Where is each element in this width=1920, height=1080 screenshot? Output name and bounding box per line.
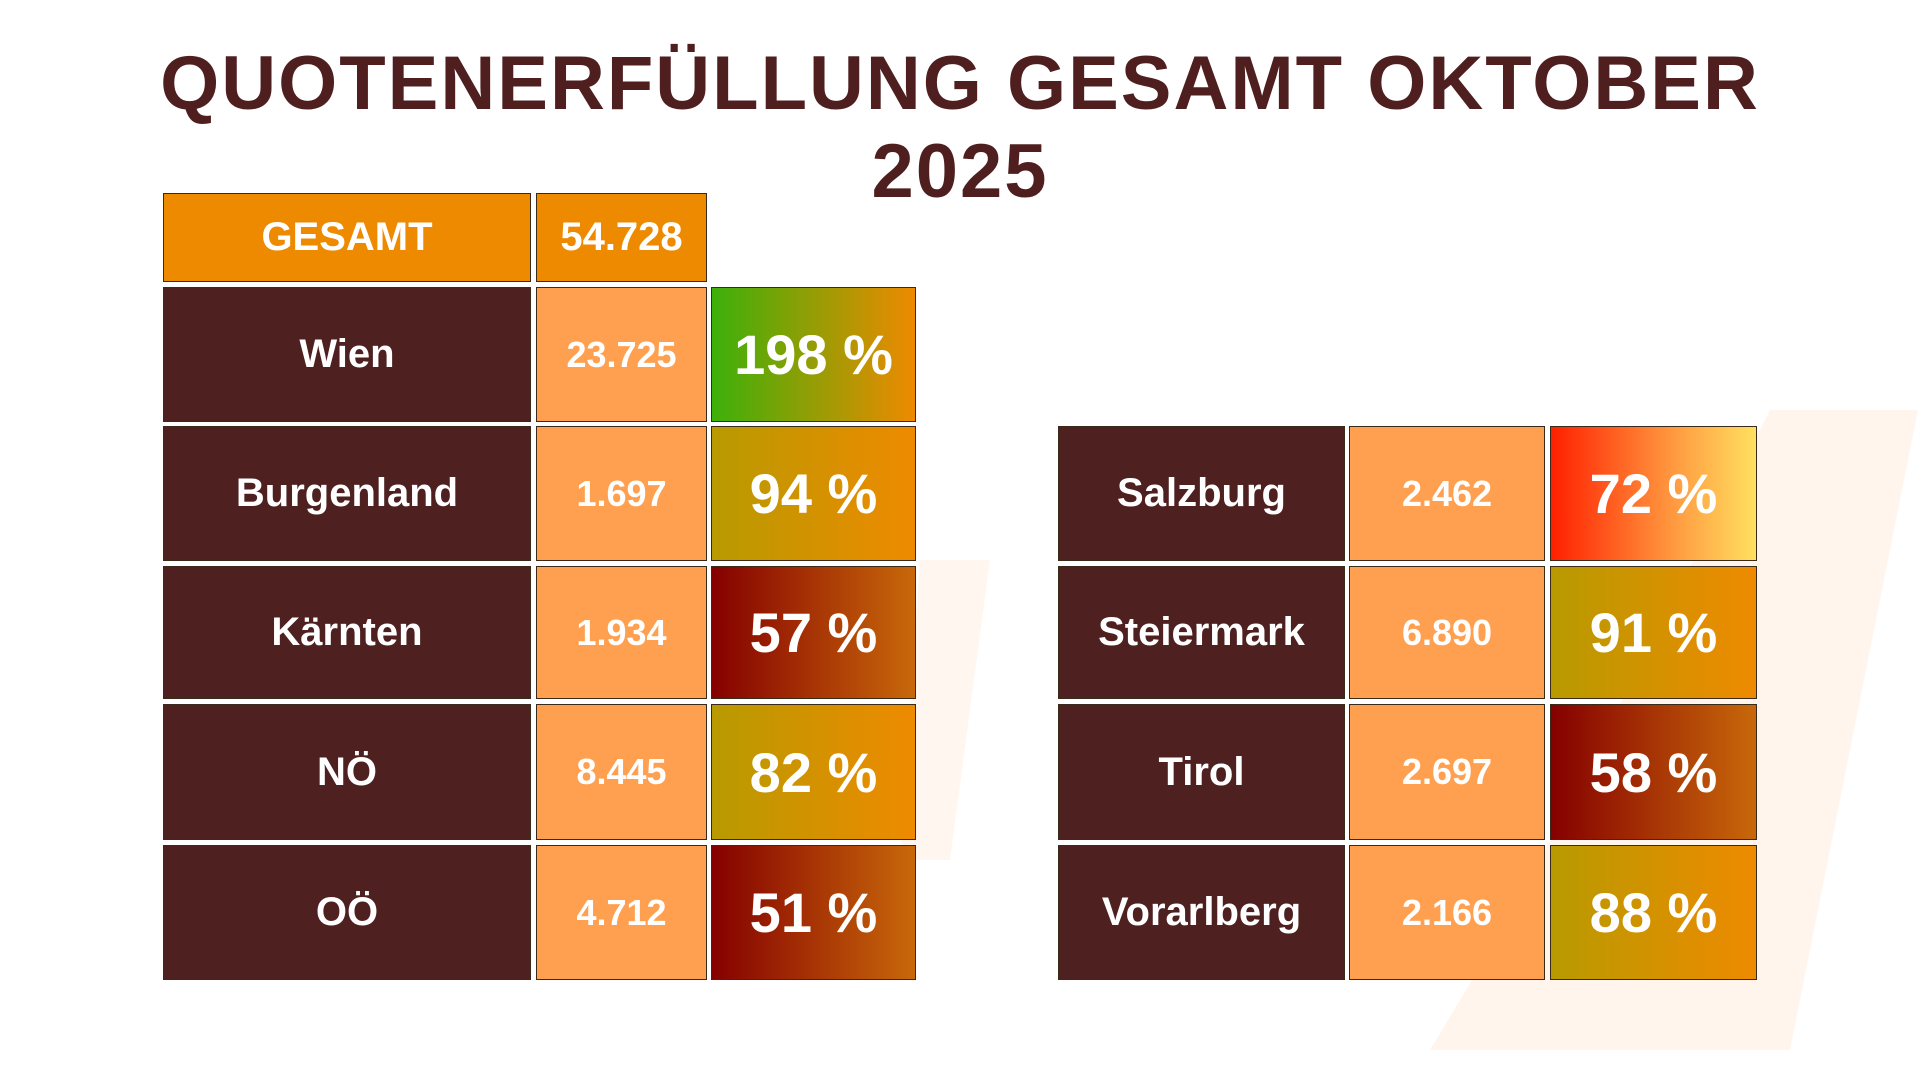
page-title: QUOTENERFÜLLUNG GESAMT OKTOBER <box>160 41 1760 126</box>
right-row-1-value: 6.890 <box>1349 566 1545 699</box>
left-row-1-value: 1.697 <box>536 426 707 561</box>
right-row-0-value: 2.462 <box>1349 426 1545 561</box>
left-row-2-percent: 57 % <box>711 566 916 699</box>
left-row-3-value: 8.445 <box>536 704 707 840</box>
left-row-0-name: Wien <box>163 287 531 422</box>
right-row-3-value: 2.166 <box>1349 845 1545 980</box>
right-row-2-percent: 58 % <box>1550 704 1757 840</box>
total-value: 54.728 <box>536 193 707 282</box>
right-row-0-name: Salzburg <box>1058 426 1345 561</box>
right-row-0-percent: 72 % <box>1550 426 1757 561</box>
right-row-2-value: 2.697 <box>1349 704 1545 840</box>
right-row-1-name: Steiermark <box>1058 566 1345 699</box>
left-row-4-name: OÖ <box>163 845 531 980</box>
right-row-3-name: Vorarlberg <box>1058 845 1345 980</box>
left-row-4-value: 4.712 <box>536 845 707 980</box>
left-row-2-value: 1.934 <box>536 566 707 699</box>
left-row-4-percent: 51 % <box>711 845 916 980</box>
page-title-year: 2025 <box>871 129 1049 214</box>
left-row-3-percent: 82 % <box>711 704 916 840</box>
right-row-2-name: Tirol <box>1058 704 1345 840</box>
right-row-3-percent: 88 % <box>1550 845 1757 980</box>
left-row-0-value: 23.725 <box>536 287 707 422</box>
left-row-0-percent: 198 % <box>711 287 916 422</box>
left-row-1-percent: 94 % <box>711 426 916 561</box>
left-row-3-name: NÖ <box>163 704 531 840</box>
total-label: GESAMT <box>163 193 531 282</box>
right-row-1-percent: 91 % <box>1550 566 1757 699</box>
left-row-1-name: Burgenland <box>163 426 531 561</box>
left-row-2-name: Kärnten <box>163 566 531 699</box>
